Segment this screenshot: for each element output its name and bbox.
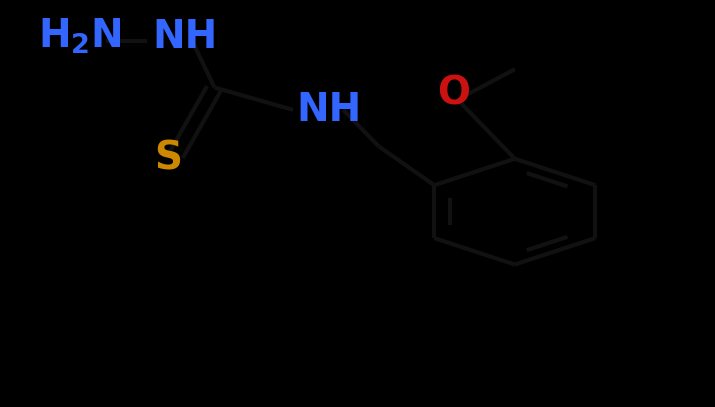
Text: $\mathregular{H_2N}$: $\mathregular{H_2N}$ bbox=[38, 17, 122, 56]
Text: NH: NH bbox=[297, 91, 362, 129]
Text: NH: NH bbox=[152, 18, 217, 56]
Text: S: S bbox=[154, 140, 182, 178]
Text: O: O bbox=[438, 74, 470, 113]
